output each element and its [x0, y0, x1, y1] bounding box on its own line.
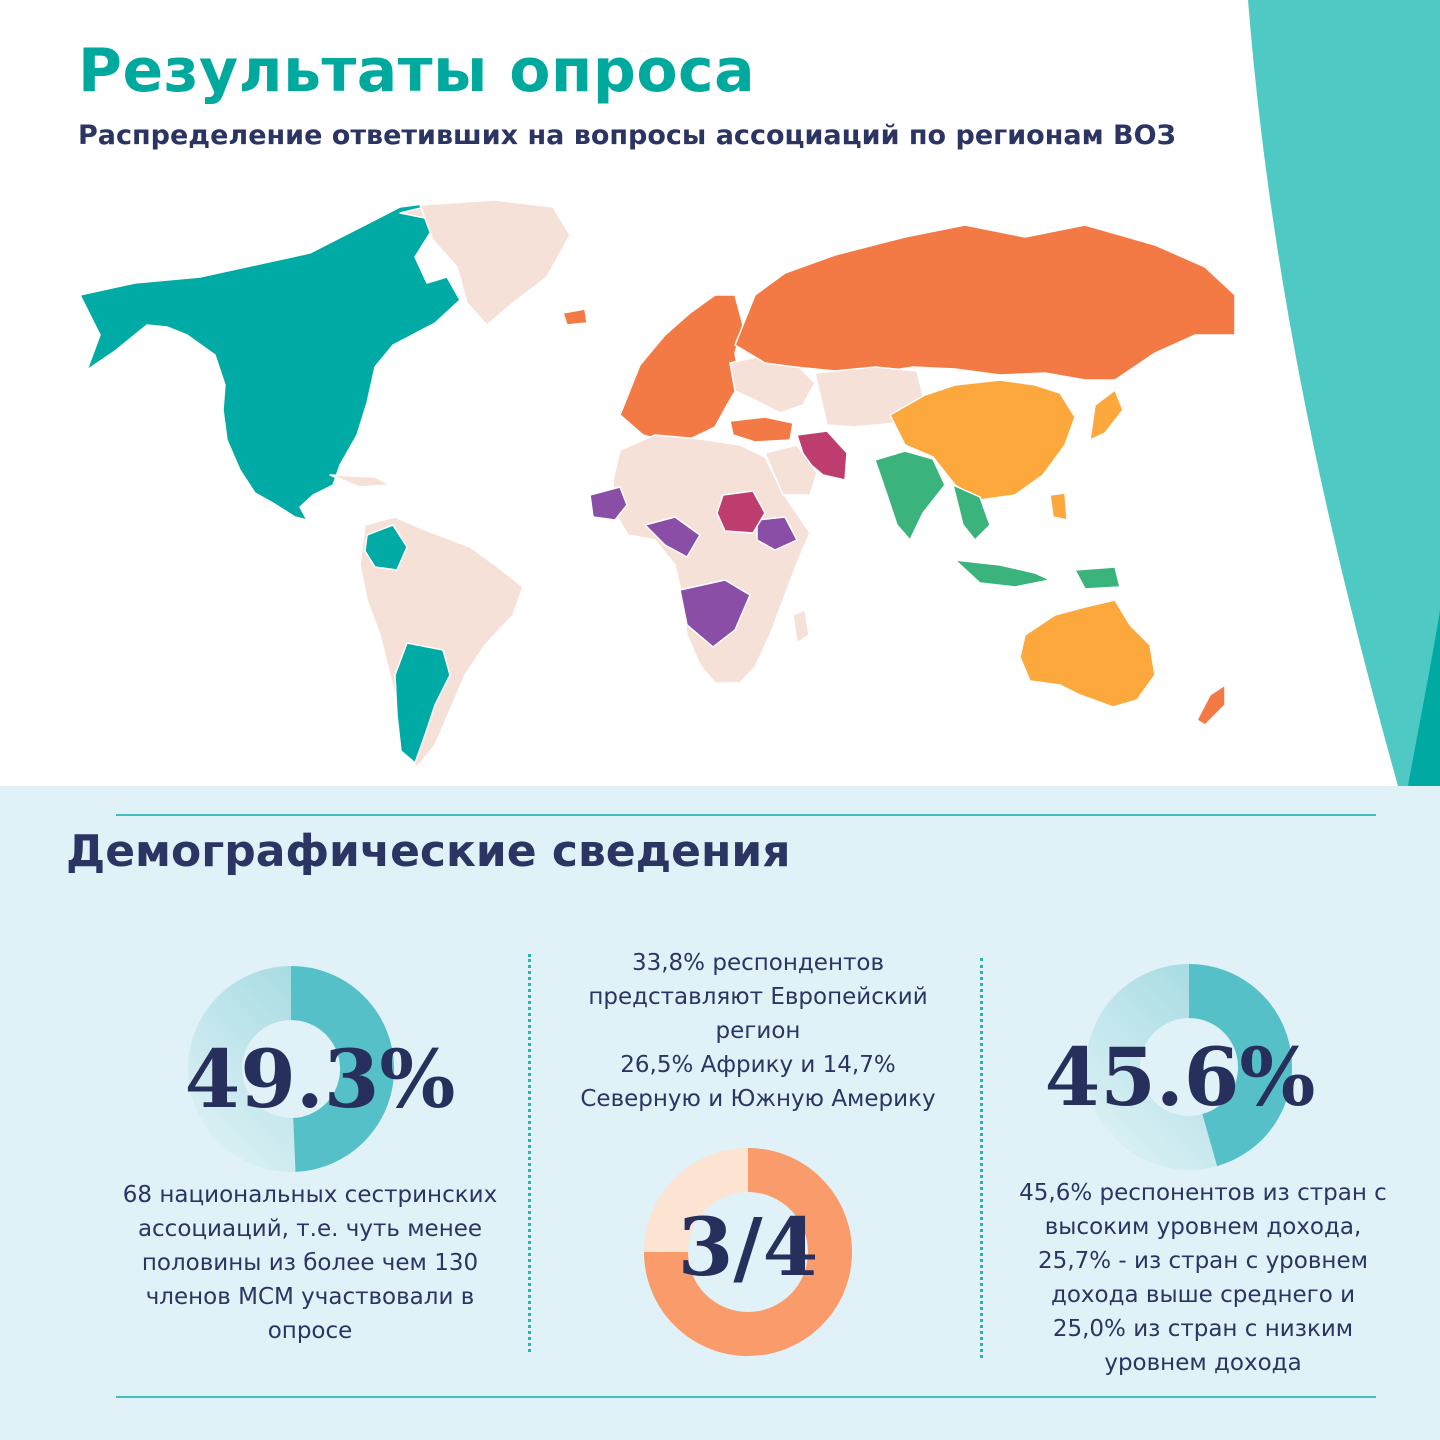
- russia: [734, 224, 1235, 381]
- middle-east: [764, 444, 818, 496]
- caption-line: опросе: [267, 1318, 353, 1344]
- argentina: [394, 642, 451, 764]
- sudan: [716, 490, 766, 534]
- africa-central-members: [644, 516, 701, 558]
- turkey: [729, 416, 794, 443]
- caption-line: высоким уровнем дохода,: [1044, 1214, 1362, 1240]
- caption-line: половины из более чем 130: [141, 1250, 479, 1276]
- association-share-value: 49.3%: [184, 1032, 456, 1126]
- demographics-section: Демографические сведения 49.3% 68 национ…: [0, 786, 1440, 1440]
- caption-line: 68 национальных сестринских: [122, 1182, 498, 1208]
- income-share-donut: [1086, 964, 1292, 1170]
- new-zealand: [1196, 684, 1226, 726]
- caption-line: Северную и Южную Америку: [580, 1086, 936, 1112]
- australia: [1019, 599, 1156, 708]
- caption-line: дохода выше среднего и: [1050, 1282, 1356, 1308]
- north-america-region: [79, 202, 461, 521]
- page-subtitle: Распределение ответивших на вопросы ассо…: [78, 120, 1176, 151]
- europe-region: [619, 294, 744, 442]
- caption-line: 45,6% респонентов из стран с: [1019, 1180, 1387, 1206]
- caption-line: 25,0% из стран с низким: [1052, 1316, 1354, 1342]
- dotted-divider-left: [528, 954, 531, 1352]
- bottom-divider: [116, 1396, 1376, 1398]
- iceland: [562, 308, 588, 326]
- region-fraction-value: 3/4: [677, 1200, 819, 1294]
- colombia: [364, 524, 408, 571]
- caption-line: 25,7% - из стран с уровнем: [1038, 1248, 1368, 1274]
- demographics-title: Демографические сведения: [66, 826, 791, 877]
- japan: [1089, 389, 1124, 441]
- caption-line: членов МСМ участвовали в: [145, 1284, 475, 1310]
- south-east-asia: [952, 484, 991, 541]
- philippines: [1049, 492, 1068, 521]
- madagascar: [792, 609, 810, 644]
- africa-east-members: [756, 516, 798, 551]
- region-fraction-donut: [644, 1148, 852, 1356]
- indonesia: [954, 559, 1051, 588]
- teal-corner-decoration: [1248, 0, 1440, 786]
- africa-south-members: [679, 579, 751, 648]
- greenland-shape: [419, 199, 571, 326]
- africa: [612, 434, 811, 684]
- caption-line: представляют Европейский: [588, 984, 928, 1010]
- caption-line: 26,5% Африку и 14,7%: [620, 1052, 896, 1078]
- association-share-caption: 68 национальных сестринских ассоциаций, …: [80, 1178, 540, 1348]
- caribbean: [329, 474, 391, 488]
- income-share-value: 45.6%: [1044, 1030, 1316, 1124]
- caption-line: 33,8% респондентов: [631, 950, 885, 976]
- india: [874, 450, 946, 541]
- caption-line: уровнем дохода: [1104, 1350, 1302, 1376]
- papua: [1074, 566, 1121, 590]
- region-caption: 33,8% респондентов представляют Европейс…: [540, 946, 976, 1116]
- top-divider: [116, 814, 1376, 816]
- association-share-donut: [188, 966, 395, 1172]
- income-share-caption: 45,6% респонентов из стран с высоким уро…: [988, 1176, 1418, 1380]
- world-map: [79, 199, 1235, 768]
- caption-line: регион: [715, 1018, 801, 1044]
- africa-west-members: [589, 486, 628, 521]
- dotted-divider-right: [980, 958, 983, 1358]
- caption-line: ассоциаций, т.е. чуть менее: [137, 1216, 483, 1242]
- map-section: Результаты опроса Распределение ответивш…: [78, 0, 1440, 786]
- page-title: Результаты опроса: [78, 36, 756, 106]
- china: [889, 379, 1076, 501]
